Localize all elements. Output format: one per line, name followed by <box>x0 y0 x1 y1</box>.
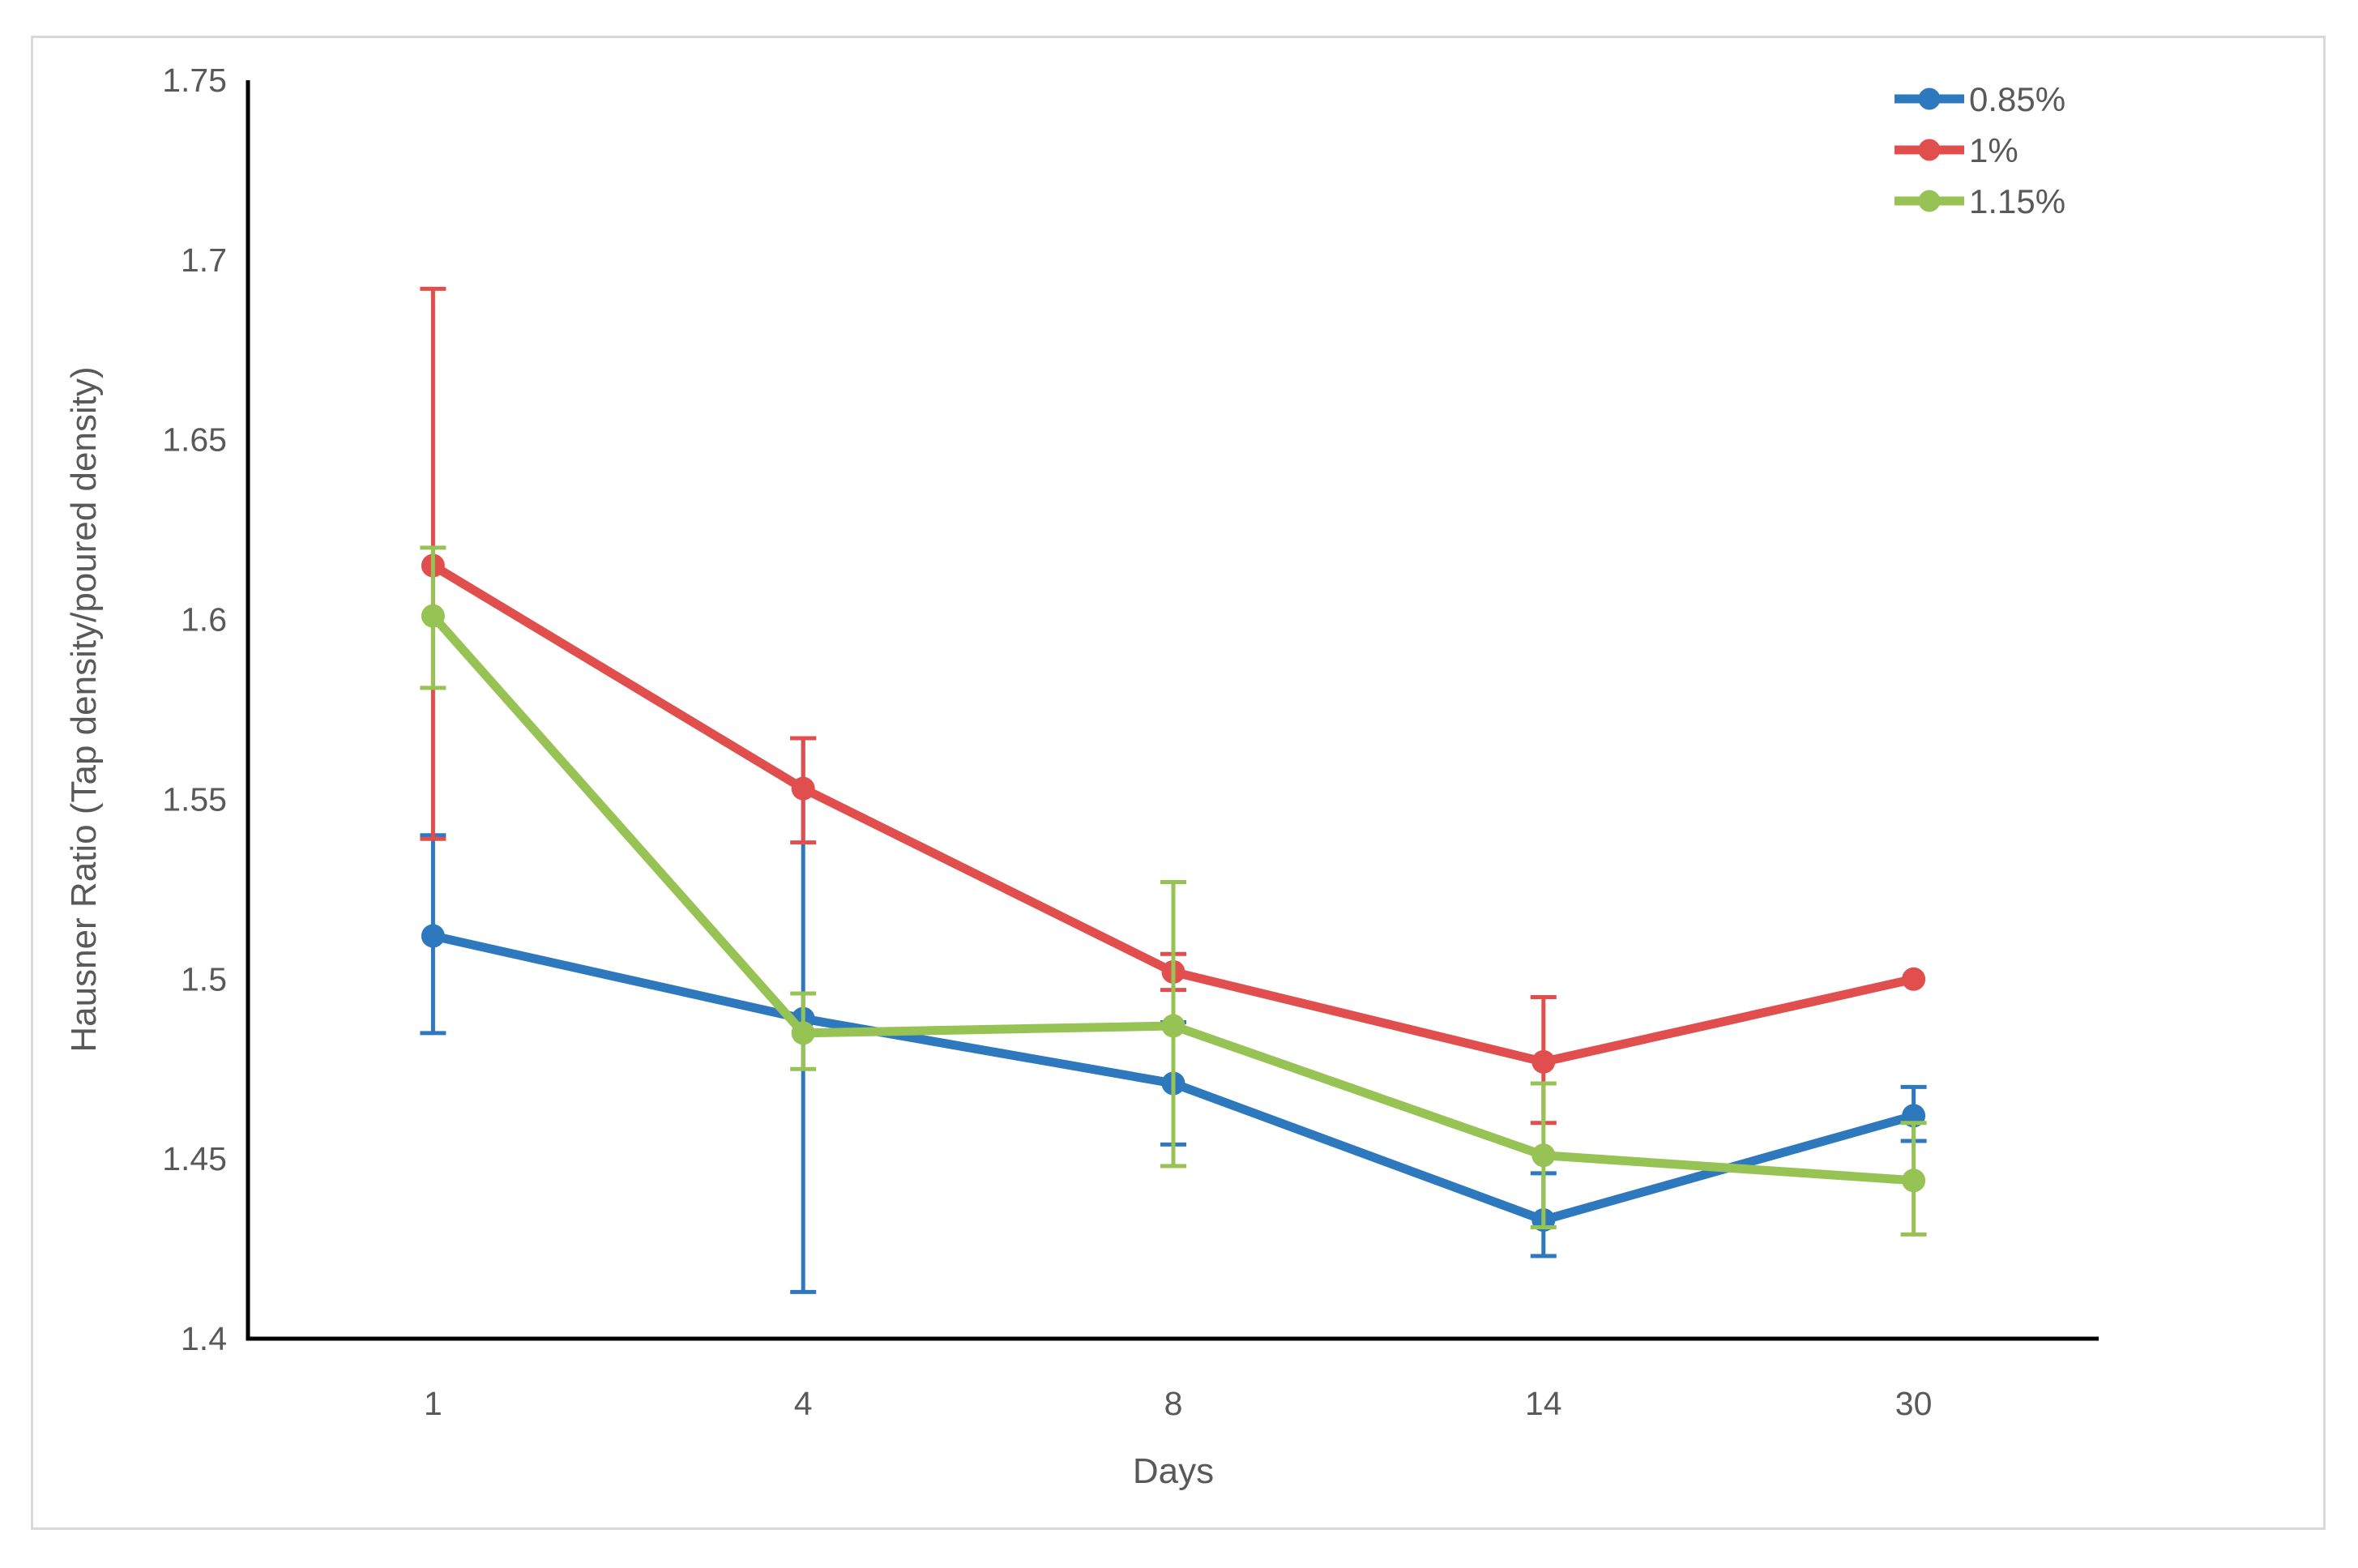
y-tick-label: 1.6 <box>181 601 227 639</box>
legend-item-1.15%: 1.15% <box>1895 182 2065 220</box>
y-axis-title: Hausner Ratio (Tap density/poured densit… <box>64 366 104 1052</box>
legend-marker-dot <box>1918 190 1941 212</box>
error-bars <box>420 545 1927 1237</box>
legend-marker-dot <box>1918 139 1941 161</box>
legend-label: 0.85% <box>1969 80 2065 118</box>
x-tick-label: 30 <box>1895 1385 1933 1422</box>
data-point <box>791 1021 815 1045</box>
x-tick-label: 14 <box>1525 1385 1562 1422</box>
legend-item-0.85%: 0.85% <box>1895 80 2065 118</box>
legend-item-1%: 1% <box>1895 131 2018 169</box>
x-tick-label: 1 <box>424 1385 442 1422</box>
x-tick-label: 4 <box>794 1385 813 1422</box>
data-point <box>1161 1014 1185 1038</box>
x-tick-labels: 1 4 8 14 30 <box>424 1385 1932 1422</box>
data-point <box>1902 1169 1926 1193</box>
data-point <box>1531 1143 1556 1168</box>
y-tick-labels: 1.4 1.45 1.5 1.55 1.6 1.65 1.7 1.75 <box>162 62 227 1357</box>
chart-card <box>31 36 2326 1530</box>
y-tick-label: 1.65 <box>162 421 227 459</box>
legend-label: 1.15% <box>1969 182 2065 220</box>
y-tick-label: 1.7 <box>181 241 227 279</box>
y-tick-label: 1.55 <box>162 780 227 818</box>
x-axis-title: Days <box>1133 1451 1214 1491</box>
data-point <box>1902 967 1926 991</box>
legend-marker-dot <box>1918 88 1941 110</box>
data-point <box>421 604 445 628</box>
series-1.15% <box>420 545 1927 1237</box>
y-tick-label: 1.5 <box>181 960 227 998</box>
error-bars <box>420 286 1557 1126</box>
legend: 0.85% 1% 1.15% <box>1895 80 2065 220</box>
y-tick-label: 1.4 <box>181 1320 227 1357</box>
axes <box>246 80 2099 1341</box>
data-point <box>421 924 445 948</box>
legend-label: 1% <box>1969 131 2018 169</box>
y-tick-label: 1.75 <box>162 62 227 99</box>
x-tick-label: 8 <box>1164 1385 1183 1422</box>
y-tick-label: 1.45 <box>162 1140 227 1177</box>
data-point <box>1531 1049 1556 1074</box>
data-point <box>791 776 815 801</box>
